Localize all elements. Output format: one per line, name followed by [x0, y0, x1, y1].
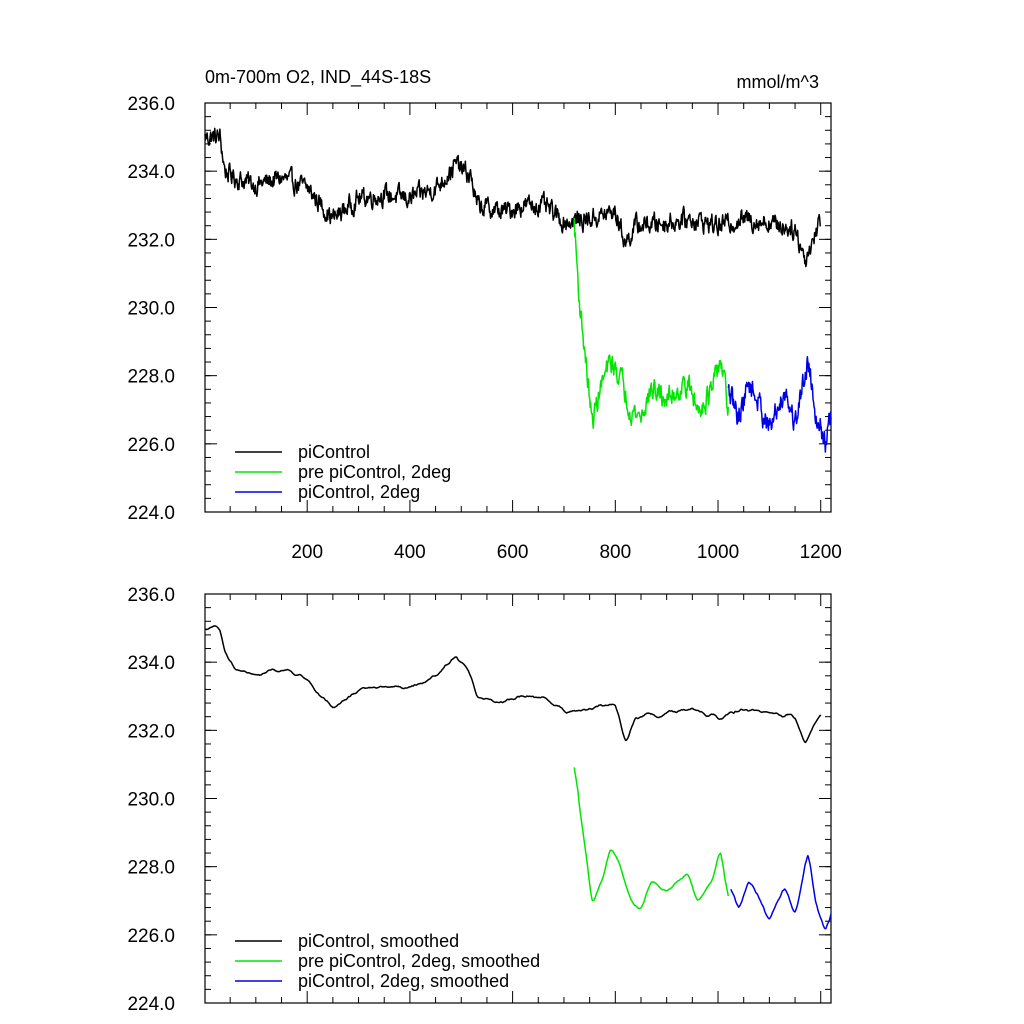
units-label: mmol/m^3 — [737, 72, 819, 92]
x-tick-label: 200 — [291, 542, 323, 563]
y-tick-label: 232.0 — [127, 721, 175, 742]
x-tick-label: 1200 — [800, 542, 842, 563]
x-tick-label: 600 — [497, 542, 529, 563]
x-tick-label: 1000 — [697, 542, 739, 563]
y-tick-label: 228.0 — [127, 367, 175, 388]
y-tick-label: 224.0 — [127, 994, 175, 1015]
y-tick-label: 228.0 — [127, 858, 175, 879]
series-line-3 — [727, 355, 832, 453]
y-tick-label: 230.0 — [127, 299, 175, 320]
chart-title-left: 0m-700m O2, IND_44S-18S — [205, 67, 431, 88]
series-line-1 — [204, 625, 822, 744]
series-line-2 — [573, 218, 730, 429]
y-tick-label: 236.0 — [127, 585, 175, 606]
y-tick-label: 232.0 — [127, 230, 175, 251]
x-tick-label: 800 — [599, 542, 631, 563]
legend-label: piControl, smoothed — [298, 931, 459, 951]
y-tick-label: 230.0 — [127, 790, 175, 811]
legend-label: piControl, 2deg, smoothed — [298, 971, 509, 991]
y-tick-label: 234.0 — [127, 162, 175, 183]
bottom-panel: 224.0 226.0 228.0 230.0 232.0 234.0 236.0 piCon… — [127, 585, 832, 1015]
series-line-1 — [204, 127, 822, 268]
legend-label: piControl, 2deg — [298, 482, 420, 502]
x-tick-label: 400 — [394, 542, 426, 563]
y-tick-label: 224.0 — [127, 503, 175, 524]
series-line-2 — [573, 767, 730, 910]
legend-label: pre piControl, 2deg, smoothed — [298, 951, 540, 971]
top-panel: 224.0 226.0 228.0 230.0 232.0 234.0 236.0 200 40… — [127, 67, 841, 563]
y-tick-label: 226.0 — [127, 435, 175, 456]
legend-label: piControl — [298, 442, 370, 462]
legend-label: pre piControl, 2deg — [298, 462, 451, 482]
y-tick-label: 234.0 — [127, 653, 175, 674]
y-tick-label: 236.0 — [127, 94, 175, 115]
series-line-3 — [730, 854, 832, 930]
y-tick-label: 226.0 — [127, 926, 175, 947]
